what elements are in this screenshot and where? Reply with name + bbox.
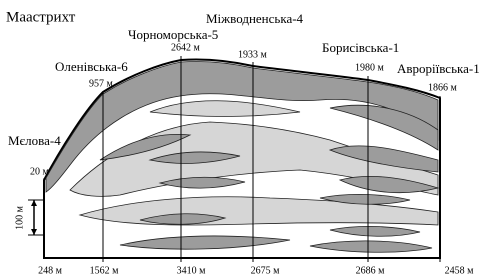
well-bottom: 1562 м <box>90 265 120 276</box>
section-diagram: 100 м Маастрихт Мєлова-4 Оленівська-6 Чо… <box>0 0 485 279</box>
well-name: Міжводненська-4 <box>206 11 304 26</box>
scale-bar: 100 м <box>14 200 44 235</box>
well-bottom: 2458 м <box>445 265 475 276</box>
well-bottom: 248 м <box>38 265 63 276</box>
well-name: Авроріївська-1 <box>397 61 480 76</box>
scale-label: 100 м <box>14 205 25 230</box>
well-name: Чорноморська-5 <box>128 27 218 42</box>
well-bottom: 2686 м <box>356 265 386 276</box>
well-name: Оленівська-6 <box>55 59 128 74</box>
well-top: 20 м <box>30 166 50 177</box>
well-name: Мєлова-4 <box>8 133 61 148</box>
well-bottom: 3410 м <box>177 265 207 276</box>
well-name: Борисівська-1 <box>322 40 399 55</box>
well-top: 2642 м <box>171 42 201 53</box>
well-top: 1866 м <box>428 82 458 93</box>
well-top: 1980 м <box>355 62 385 73</box>
title: Маастрихт <box>6 9 76 25</box>
well-top: 957 м <box>89 78 114 89</box>
well-top: 1933 м <box>238 49 268 60</box>
well-bottom: 2675 м <box>251 265 281 276</box>
